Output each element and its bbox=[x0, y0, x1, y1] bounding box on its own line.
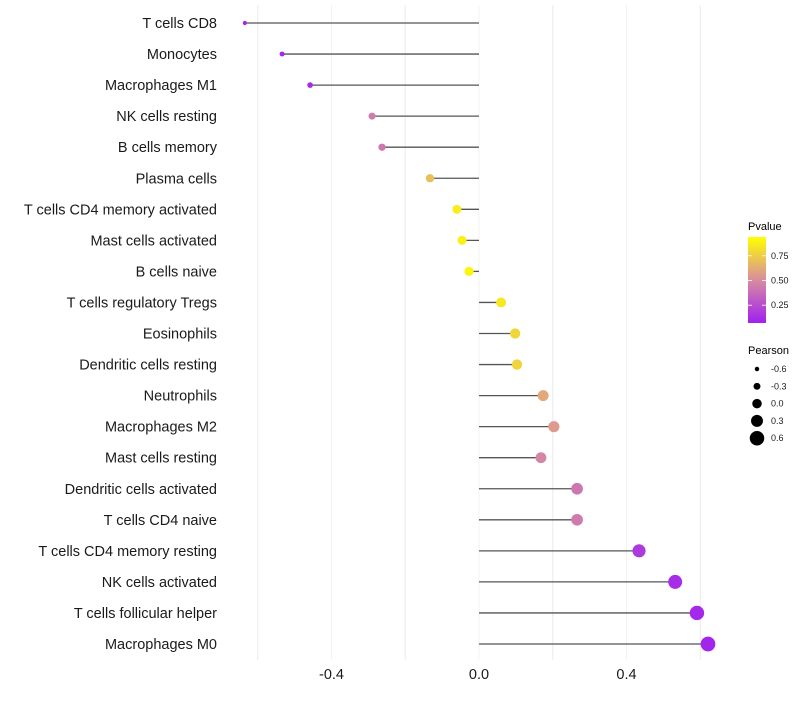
y-tick-label: Macrophages M1 bbox=[105, 78, 217, 94]
pvalue-legend-label: 0.75 bbox=[771, 251, 789, 261]
size-legend-dot bbox=[754, 366, 760, 372]
x-tick-label: 0.4 bbox=[616, 667, 636, 683]
y-tick-label: Mast cells activated bbox=[90, 233, 217, 249]
y-tick-label: T cells CD4 memory resting bbox=[38, 544, 217, 560]
y-tick-label: B cells naive bbox=[136, 264, 217, 280]
x-axis-labels: -0.4 0.0 0.4 bbox=[319, 667, 637, 683]
pearson-legend-title: Pearson bbox=[748, 345, 789, 357]
y-tick-label: Plasma cells bbox=[136, 171, 217, 187]
size-legend-dot bbox=[752, 398, 762, 409]
pearson-legend-label: -0.6 bbox=[771, 364, 787, 374]
y-tick-label: Neutrophils bbox=[144, 389, 217, 405]
point bbox=[511, 359, 523, 370]
y-tick-label: NK cells activated bbox=[102, 575, 217, 591]
points bbox=[242, 20, 716, 652]
y-tick-label: B cells memory bbox=[118, 140, 218, 156]
point bbox=[689, 605, 705, 621]
y-tick-label: T cells regulatory Tregs bbox=[67, 295, 217, 311]
point bbox=[700, 636, 716, 652]
pearson-legend: Pearson -0.6 -0.3 0.0 0.3 0.6 bbox=[748, 345, 789, 446]
size-legend-dot bbox=[751, 414, 763, 427]
point bbox=[425, 174, 435, 183]
y-tick-label: Macrophages M2 bbox=[105, 420, 217, 436]
point bbox=[242, 20, 247, 26]
pvalue-legend-label: 0.25 bbox=[771, 300, 789, 310]
y-axis-labels: T cells CD8 Monocytes Macrophages M1 NK cel… bbox=[24, 16, 218, 653]
point bbox=[535, 452, 547, 464]
y-tick-label: Dendritic cells activated bbox=[65, 482, 217, 498]
point bbox=[464, 266, 474, 277]
y-tick-label: T cells follicular helper bbox=[74, 606, 217, 622]
point bbox=[632, 544, 646, 558]
point bbox=[307, 82, 313, 88]
x-tick-label: -0.4 bbox=[319, 667, 344, 683]
point bbox=[452, 204, 462, 214]
point bbox=[571, 482, 583, 495]
y-tick-label: T cells CD4 naive bbox=[104, 513, 217, 529]
y-tick-label: Macrophages M0 bbox=[105, 637, 217, 653]
point bbox=[368, 112, 376, 120]
size-legend-dot bbox=[753, 382, 761, 390]
point bbox=[537, 390, 549, 402]
size-legend-dot bbox=[749, 430, 765, 446]
pvalue-colorbar bbox=[748, 237, 766, 323]
pvalue-legend-label: 0.50 bbox=[771, 275, 789, 285]
point bbox=[571, 513, 583, 526]
pearson-legend-label: 0.0 bbox=[771, 399, 784, 409]
y-tick-label: T cells CD8 bbox=[142, 16, 217, 32]
y-tick-label: Eosinophils bbox=[143, 327, 217, 343]
pvalue-legend-title: Pvalue bbox=[748, 221, 782, 233]
point bbox=[496, 297, 507, 308]
point bbox=[279, 51, 285, 57]
point bbox=[668, 574, 683, 589]
point bbox=[548, 421, 560, 433]
pearson-legend-label: 0.3 bbox=[771, 416, 784, 426]
y-tick-label: NK cells resting bbox=[116, 109, 217, 125]
y-tick-label: Mast cells resting bbox=[105, 451, 217, 467]
y-tick-label: Monocytes bbox=[147, 47, 217, 63]
x-tick-label: 0.0 bbox=[469, 667, 489, 683]
y-tick-label: Dendritic cells resting bbox=[79, 358, 217, 374]
point bbox=[457, 235, 467, 245]
y-tick-label: T cells CD4 memory activated bbox=[24, 202, 217, 218]
pvalue-legend: Pvalue 0.25 0.50 0.75 bbox=[748, 221, 789, 323]
point bbox=[378, 143, 386, 151]
pearson-legend-label: -0.3 bbox=[771, 381, 787, 391]
point bbox=[509, 328, 521, 339]
gridlines bbox=[257, 5, 701, 660]
pearson-legend-label: 0.6 bbox=[771, 433, 784, 443]
